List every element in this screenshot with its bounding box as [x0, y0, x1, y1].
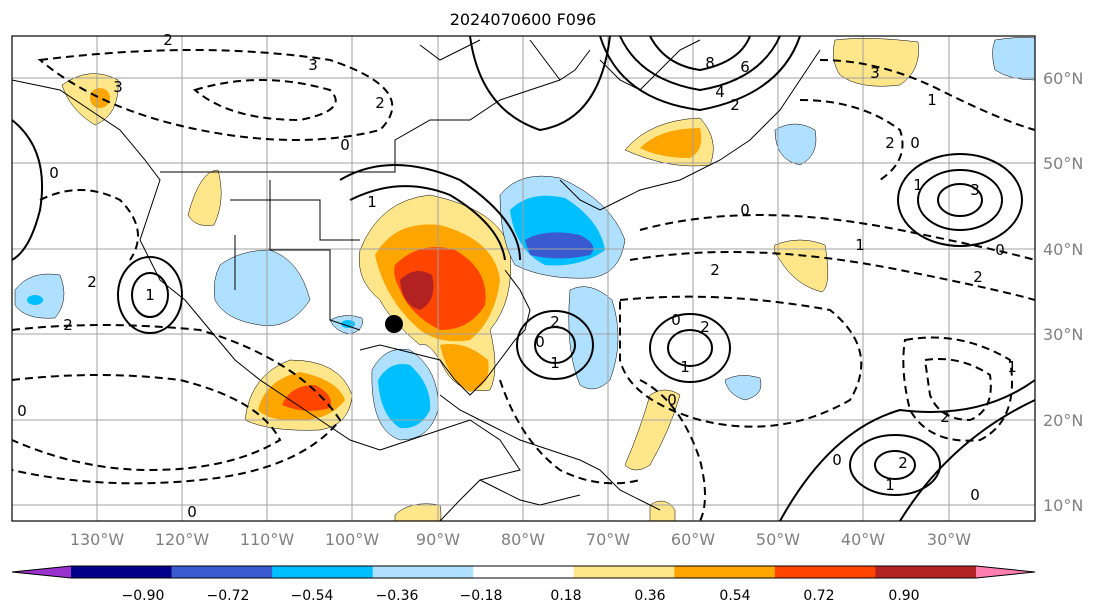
colorbar-tick-label: 0.90 [888, 588, 919, 604]
lat-label: 40°N [1043, 240, 1083, 259]
svg-text:2: 2 [940, 408, 950, 426]
svg-text:3: 3 [308, 56, 318, 74]
shading-negative [14, 37, 1036, 441]
svg-text:0: 0 [187, 503, 197, 521]
svg-text:1: 1 [885, 476, 895, 494]
svg-text:0: 0 [667, 391, 677, 409]
lon-label: 60°W [671, 530, 715, 549]
svg-text:1: 1 [145, 286, 155, 304]
map-area: 2 3 3 2 0 0 1 2 2 8 6 4 2 0 1 2 0 3 1 0 … [11, 31, 1036, 522]
colorbar-tick-label: 0.36 [634, 588, 665, 604]
svg-text:4: 4 [715, 83, 725, 101]
svg-text:0: 0 [740, 201, 750, 219]
colorbar-tick-label: 0.18 [550, 588, 581, 604]
svg-text:2: 2 [730, 96, 740, 114]
coastlines [11, 39, 821, 522]
svg-text:2: 2 [63, 316, 73, 334]
lat-label: 20°N [1043, 411, 1083, 430]
lat-label: 60°N [1043, 69, 1083, 88]
lat-label: 10°N [1043, 496, 1083, 515]
lon-label: 50°W [756, 530, 800, 549]
colorbar-segment [272, 566, 374, 578]
lat-label: 30°N [1043, 325, 1083, 344]
colorbar-tick-label: 0.54 [719, 588, 750, 604]
lon-label: 110°W [240, 530, 295, 549]
lon-label: 40°W [841, 530, 885, 549]
lon-label: 80°W [501, 530, 545, 549]
colorbar-segment [875, 566, 977, 578]
svg-text:3: 3 [870, 64, 880, 82]
lon-label: 30°W [927, 530, 971, 549]
lon-label: 130°W [70, 530, 125, 549]
longitude-labels: 130°W 120°W 110°W 100°W 90°W 80°W 70°W 6… [70, 530, 971, 549]
colorbar-tick-label: −0.72 [207, 588, 250, 604]
svg-text:2: 2 [700, 318, 710, 336]
colorbar [11, 565, 1036, 579]
lon-label: 90°W [416, 530, 460, 549]
svg-text:1: 1 [680, 358, 690, 376]
svg-text:0: 0 [535, 333, 545, 351]
svg-text:2: 2 [973, 268, 983, 286]
colorbar-tick-label: −0.18 [460, 588, 503, 604]
svg-text:8: 8 [705, 54, 715, 72]
svg-text:0: 0 [910, 134, 920, 152]
svg-text:2: 2 [898, 454, 908, 472]
latitude-labels: 60°N 50°N 40°N 30°N 20°N 10°N [1043, 69, 1083, 515]
lon-label: 120°W [155, 530, 210, 549]
colorbar-segment [473, 566, 575, 578]
contours-dashed [11, 49, 1036, 522]
colorbar-extend-low [12, 566, 71, 578]
storm-position-dot [385, 315, 403, 333]
colorbar-segment [774, 566, 876, 578]
svg-text:0: 0 [671, 311, 681, 329]
graticule [12, 36, 1035, 521]
colorbar-outline [11, 565, 1036, 579]
map-title: 2024070600 F096 [449, 10, 597, 29]
svg-text:0: 0 [995, 241, 1005, 259]
svg-text:2: 2 [710, 261, 720, 279]
colorbar-tick-label: 0.72 [803, 588, 834, 604]
svg-text:1: 1 [855, 236, 865, 254]
contour-labels: 2 3 3 2 0 0 1 2 2 8 6 4 2 0 1 2 0 3 1 0 … [17, 31, 1017, 521]
svg-text:2: 2 [375, 94, 385, 112]
svg-text:0: 0 [970, 486, 980, 504]
colorbar-tick-label: −0.54 [291, 588, 334, 604]
colorbar-extend-high [976, 566, 1035, 578]
svg-text:1: 1 [550, 354, 560, 372]
map-frame [11, 35, 1036, 522]
lon-label: 100°W [325, 530, 380, 549]
svg-text:2: 2 [550, 313, 560, 331]
svg-text:0: 0 [49, 164, 59, 182]
colorbar-tick-label: −0.90 [122, 588, 165, 604]
svg-text:3: 3 [113, 78, 123, 96]
contours-solid [11, 35, 1036, 522]
svg-text:0: 0 [832, 451, 842, 469]
lat-label: 50°N [1043, 154, 1083, 173]
svg-text:1: 1 [367, 193, 377, 211]
svg-text:1: 1 [927, 91, 937, 109]
colorbar-segment [71, 566, 173, 578]
svg-text:6: 6 [740, 58, 750, 76]
svg-text:2: 2 [885, 134, 895, 152]
lon-label: 70°W [586, 530, 630, 549]
svg-text:1: 1 [1007, 358, 1017, 376]
colorbar-tick-label: −0.36 [376, 588, 419, 604]
svg-text:3: 3 [970, 181, 980, 199]
colorbar-segment [171, 566, 273, 578]
colorbar-segment [573, 566, 675, 578]
svg-text:2: 2 [163, 31, 173, 49]
svg-text:0: 0 [17, 402, 27, 420]
colorbar-ticks: −0.90 −0.72 −0.54 −0.36 −0.18 0.18 0.36 … [122, 588, 920, 604]
svg-text:2: 2 [87, 273, 97, 291]
svg-text:0: 0 [340, 136, 350, 154]
colorbar-segment [372, 566, 474, 578]
colorbar-segment [674, 566, 776, 578]
svg-text:1: 1 [913, 176, 923, 194]
